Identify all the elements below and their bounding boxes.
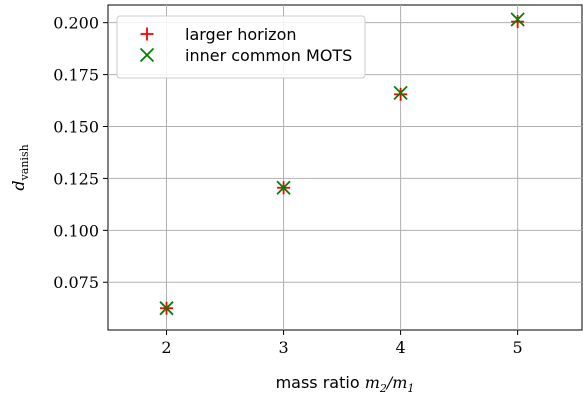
y-tick-label: 0.150 (53, 117, 99, 136)
y-axis: 0.075 0.100 0.125 0.150 0.175 0.200 (53, 14, 108, 292)
legend: larger horizon inner common MOTS (116, 15, 366, 79)
inner-common-mots-point (159, 301, 174, 316)
x-tick-label: 5 (513, 338, 523, 357)
plot-area (107, 4, 583, 331)
y-axis-label: dvanish (9, 144, 31, 190)
inner-common-mots-point (276, 180, 291, 195)
larger-horizon-point (511, 15, 525, 29)
data-points (159, 12, 525, 316)
x-tick-label: 4 (395, 338, 405, 357)
y-tick-label: 0.175 (53, 66, 99, 85)
larger-horizon-point (394, 87, 408, 101)
y-tick-label: 0.125 (53, 169, 99, 188)
inner-common-mots-point (393, 85, 408, 100)
x-axis: 2 3 4 5 (161, 330, 523, 357)
legend-plus-icon (140, 27, 154, 41)
legend-box (116, 15, 366, 79)
x-tick-label: 3 (278, 338, 288, 357)
x-tick-label: 2 (161, 338, 171, 357)
x-axis-label: mass ratio m2/m1 (276, 373, 415, 394)
y-tick-label: 0.200 (53, 14, 99, 33)
inner-common-mots-point (510, 12, 525, 27)
legend-x-icon (139, 47, 155, 63)
y-tick-label: 0.100 (53, 221, 99, 240)
y-tick-label: 0.075 (53, 273, 99, 292)
legend-label: larger horizon (185, 25, 297, 44)
legend-label: inner common MOTS (185, 46, 352, 65)
